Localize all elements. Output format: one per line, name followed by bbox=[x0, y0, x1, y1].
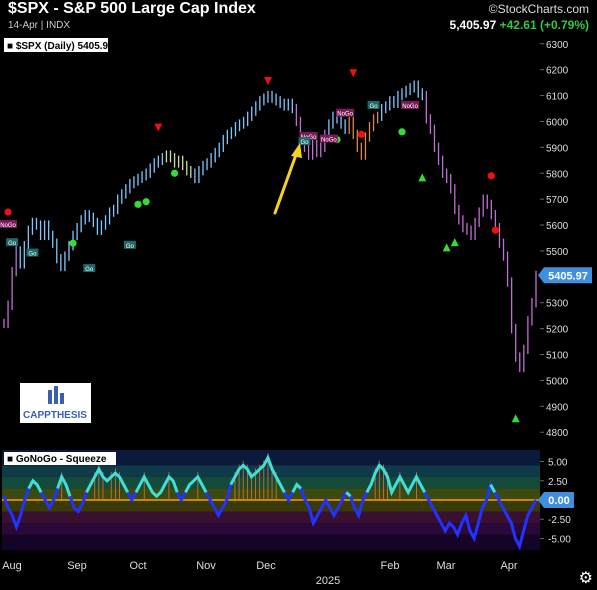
down-triangle-marker bbox=[154, 123, 163, 132]
osc-legend-box bbox=[4, 452, 116, 465]
go-tag-text: Go bbox=[301, 140, 310, 146]
x-tick-label: Nov bbox=[196, 560, 216, 572]
go-tag bbox=[367, 100, 380, 109]
x-tick-label: Sep bbox=[67, 560, 87, 572]
go-tag bbox=[298, 137, 311, 146]
osc-legend-text: ■ GoNoGo - Squeeze bbox=[7, 454, 107, 465]
y-tick-label: 4800 bbox=[546, 428, 569, 439]
osc-tick-label: -2.50 bbox=[548, 515, 571, 526]
go-dot-marker bbox=[69, 239, 77, 247]
go-dot-marker bbox=[142, 198, 150, 206]
annotation-arrowhead bbox=[291, 143, 302, 158]
oscillator-band bbox=[2, 534, 540, 550]
y-tick-label: 4900 bbox=[546, 402, 569, 413]
x-tick-label: Dec bbox=[256, 560, 276, 572]
osc-tick-label: 2.50 bbox=[548, 477, 568, 488]
y-tick-label: 5300 bbox=[546, 299, 569, 310]
osc-tick-label: -5.00 bbox=[548, 534, 571, 545]
osc-value-tag bbox=[538, 492, 574, 508]
y-tick-label: 5700 bbox=[546, 195, 569, 206]
last-price: 5,405.97 bbox=[449, 18, 497, 32]
x-year-label: 2025 bbox=[316, 575, 340, 587]
nogo-tag bbox=[0, 220, 18, 229]
logo-text: CAPPTHESIS bbox=[23, 410, 87, 421]
y-tick-label: 5600 bbox=[546, 221, 569, 232]
go-dot-marker bbox=[134, 200, 142, 208]
go-tag-text: Go bbox=[126, 244, 135, 250]
legend-box bbox=[4, 38, 108, 52]
logo-bar bbox=[54, 386, 58, 404]
y-tick-label: 6200 bbox=[546, 66, 569, 77]
go-tag-text: Go bbox=[85, 267, 94, 273]
go-dot-marker bbox=[398, 128, 406, 136]
osc-tick-label: 5.00 bbox=[548, 458, 568, 469]
nogo-tag bbox=[299, 132, 318, 140]
logo-bar bbox=[60, 393, 64, 404]
last-price-readout: 5,405.97 +42.61 (+0.79%) bbox=[450, 18, 589, 32]
go-tag-text: Go bbox=[370, 104, 379, 110]
annotation-arrow bbox=[273, 150, 299, 215]
x-tick-label: Feb bbox=[381, 560, 400, 572]
brand-label[interactable]: ©StockCharts.com bbox=[488, 2, 589, 16]
up-triangle-marker bbox=[442, 243, 451, 252]
down-triangle-marker bbox=[349, 69, 358, 78]
nogo-dot-marker bbox=[487, 172, 495, 180]
y-tick-label: 5500 bbox=[546, 247, 569, 258]
go-dot-marker bbox=[170, 169, 179, 177]
nogo-tag-text: NoGo bbox=[337, 112, 353, 118]
x-tick-label: Aug bbox=[2, 560, 22, 572]
go-tag-text: Go bbox=[28, 252, 37, 258]
chart-header: $SPX - S&P 500 Large Cap Index 14-Apr | … bbox=[0, 0, 597, 36]
oscillator-band bbox=[2, 511, 540, 524]
date-exchange: 14-Apr | INDX bbox=[8, 20, 71, 31]
nogo-tag-text: NoGo bbox=[0, 223, 16, 229]
go-tag bbox=[26, 248, 39, 257]
go-tag bbox=[123, 240, 136, 249]
legend-text: ■ $SPX (Daily) 5405.97 bbox=[7, 41, 114, 52]
chart-title: $SPX - S&P 500 Large Cap Index bbox=[8, 0, 256, 17]
x-tick-label: Oct bbox=[129, 560, 146, 572]
nogo-dot-marker bbox=[357, 130, 365, 139]
y-tick-label: 5900 bbox=[546, 143, 569, 154]
y-tick-label: 6000 bbox=[546, 117, 569, 128]
up-triangle-marker bbox=[450, 238, 459, 247]
oscillator-band bbox=[2, 476, 540, 489]
down-triangle-marker bbox=[263, 77, 272, 86]
nogo-tag-text: NoGo bbox=[402, 104, 418, 110]
oscillator-band bbox=[2, 488, 540, 500]
y-tick-label: 5000 bbox=[546, 376, 569, 387]
go-tag-text: Go bbox=[8, 241, 17, 247]
last-price-tag-text: 5405.97 bbox=[548, 270, 588, 282]
x-tick-label: Apr bbox=[500, 560, 517, 572]
nogo-tag-text: NoGo bbox=[321, 138, 337, 144]
x-tick-label: Mar bbox=[437, 560, 456, 572]
y-tick-label: 5800 bbox=[546, 169, 569, 180]
go-tag bbox=[83, 264, 96, 273]
price-change: +42.61 (+0.79%) bbox=[499, 18, 589, 32]
nogo-dot-marker bbox=[491, 226, 499, 234]
y-tick-label: 5200 bbox=[546, 325, 569, 336]
osc-value-tag-text: 0.00 bbox=[548, 495, 569, 507]
oscillator-positive-line bbox=[27, 454, 497, 499]
oscillator-band bbox=[2, 500, 540, 512]
y-tick-label: 5100 bbox=[546, 351, 569, 362]
go-tag bbox=[6, 238, 19, 247]
nogo-dot-marker bbox=[4, 208, 12, 216]
logo-bar bbox=[48, 390, 52, 404]
nogo-tag bbox=[319, 134, 338, 143]
y-tick-label: 6300 bbox=[546, 40, 569, 51]
oscillator-band bbox=[2, 523, 540, 535]
up-triangle-marker bbox=[511, 414, 520, 423]
gear-icon[interactable]: ⚙ bbox=[578, 570, 593, 587]
nogo-tag bbox=[401, 100, 420, 109]
last-price-tag bbox=[538, 267, 592, 284]
up-triangle-marker bbox=[418, 173, 427, 182]
oscillator-band bbox=[2, 465, 540, 477]
oscillator-band bbox=[2, 450, 540, 466]
y-tick-label: 6100 bbox=[546, 92, 569, 103]
nogo-tag bbox=[336, 108, 355, 117]
